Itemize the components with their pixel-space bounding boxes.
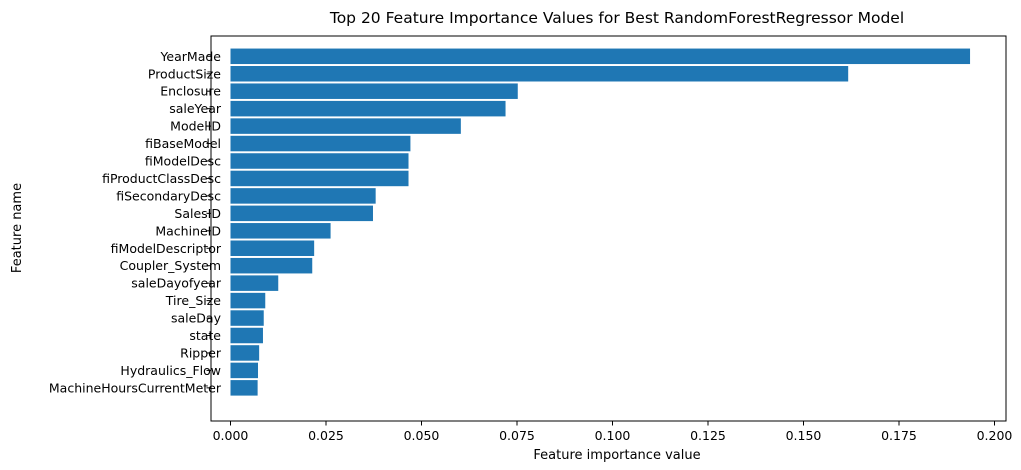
bar-yearmade	[230, 48, 971, 65]
y-tick-label: ModelID	[170, 119, 221, 134]
bar-fisecondarydesc	[230, 188, 376, 204]
bar-fimodeldesc	[230, 153, 409, 169]
y-tick-label: ProductSize	[148, 66, 221, 81]
y-tick-label: MachineHoursCurrentMeter	[49, 380, 222, 395]
y-tick-group: YearMade ProductSize Enclosure saleYear Mode…	[49, 49, 222, 396]
bar-hydraulics-flow	[230, 362, 259, 379]
bar-saleyear	[230, 100, 506, 117]
x-tick-label: 0.025	[308, 428, 344, 443]
y-tick-label: SalesID	[174, 206, 221, 221]
bar-machinehourscurrentmeter	[230, 380, 258, 396]
bar-enclosure	[230, 83, 518, 99]
x-tick-label: 0.175	[881, 428, 917, 443]
y-tick-label: fiSecondaryDesc	[116, 188, 221, 203]
bar-salesid	[230, 205, 373, 222]
y-tick-label: fiProductClassDesc	[102, 171, 221, 186]
bar-coupler-system	[230, 257, 313, 274]
bar-modelid	[230, 118, 461, 134]
y-tick-label: MachineID	[155, 223, 221, 238]
x-tick-label: 0.200	[977, 428, 1013, 443]
y-tick-label: saleYear	[169, 101, 222, 116]
plot-frame	[210, 35, 1007, 422]
y-tick-label: Enclosure	[160, 84, 221, 99]
bar-state	[230, 327, 263, 344]
y-tick-label: fiModelDescriptor	[111, 241, 222, 256]
x-tick-label: 0.050	[404, 428, 440, 443]
x-tick-label: 0.000	[213, 428, 249, 443]
x-axis-label: Feature importance value	[533, 448, 700, 463]
bar-fimodeldescriptor	[230, 240, 315, 256]
y-tick-label: YearMade	[159, 49, 221, 64]
y-tick-label: Coupler_System	[120, 258, 221, 273]
x-tick-label: 0.075	[499, 428, 535, 443]
y-tick-label: Tire_Size	[165, 293, 221, 308]
x-tick-label: 0.150	[786, 428, 822, 443]
bar-saledayofyear	[230, 275, 279, 291]
y-tick-label: saleDay	[171, 311, 222, 326]
y-tick-label: saleDayofyear	[131, 276, 222, 291]
y-axis-label: Feature name	[10, 183, 25, 273]
bar-productsize	[230, 66, 849, 82]
y-tick-label: fiModelDesc	[145, 154, 221, 169]
y-tick-label: fiBaseModel	[145, 136, 221, 151]
bar-ripper	[230, 345, 260, 361]
bar-fibasemodel	[230, 135, 411, 152]
x-tick-label: 0.125	[690, 428, 726, 443]
y-tick-label: state	[189, 328, 221, 343]
bar-tire-size	[230, 292, 266, 309]
bar-fiproductclassdesc	[230, 170, 409, 187]
bars-group	[230, 48, 971, 396]
bar-saleday	[230, 310, 264, 326]
y-tick-label: Hydraulics_Flow	[120, 363, 221, 378]
chart-title: Top 20 Feature Importance Values for Bes…	[329, 9, 904, 27]
y-tick-label: Ripper	[180, 345, 222, 360]
bar-machineid	[230, 223, 331, 239]
x-tick-group: 0.000 0.025 0.050 0.075 0.100 0.125 0.150 0.175…	[213, 421, 1013, 443]
x-tick-label: 0.100	[595, 428, 631, 443]
